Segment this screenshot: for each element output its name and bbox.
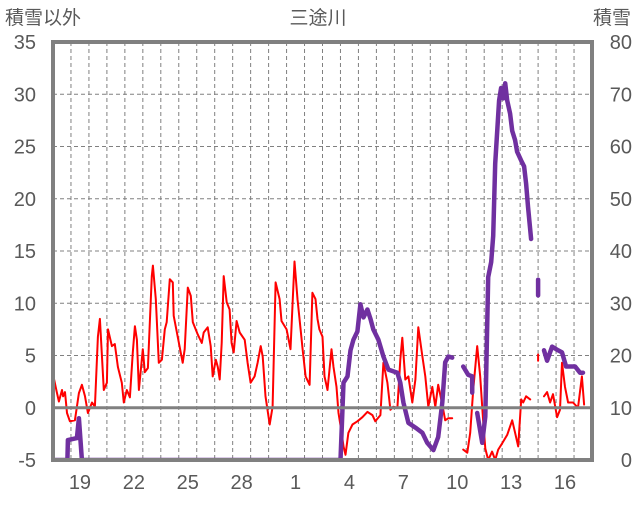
x-tick-label: 16 bbox=[554, 472, 576, 494]
x-tick-label: 4 bbox=[344, 472, 355, 494]
temperature-line-segment bbox=[462, 345, 532, 460]
right-y-tick-label: 10 bbox=[610, 398, 632, 420]
right-y-tick-label: 20 bbox=[610, 346, 632, 368]
left-y-tick-label: -5 bbox=[18, 450, 36, 472]
left-y-tick-label: 5 bbox=[25, 346, 36, 368]
chart-title: 三途川 bbox=[289, 7, 346, 29]
temperature-line-segment bbox=[53, 260, 454, 456]
right-axis-title: 積雪 bbox=[593, 7, 631, 29]
plot-frame bbox=[51, 40, 594, 462]
snow-depth-line-segment bbox=[474, 81, 534, 446]
left-y-tick-label: 30 bbox=[14, 84, 36, 106]
right-y-tick-label: 50 bbox=[610, 189, 632, 211]
x-tick-label: 22 bbox=[123, 472, 145, 494]
x-tick-label: 19 bbox=[69, 472, 91, 494]
x-tick-label: 7 bbox=[398, 472, 409, 494]
right-y-tick-label: 70 bbox=[610, 84, 632, 106]
snow-depth-line-segment bbox=[53, 302, 455, 460]
left-y-tick-label: 15 bbox=[14, 241, 36, 263]
snow-depth-line-segment bbox=[460, 364, 475, 395]
left-y-tick-label: 20 bbox=[14, 189, 36, 211]
x-tick-label: 10 bbox=[446, 472, 468, 494]
gridlines bbox=[53, 42, 592, 460]
x-tick-label: 13 bbox=[500, 472, 522, 494]
left-y-tick-label: 10 bbox=[14, 293, 36, 315]
left-y-tick-label: 0 bbox=[25, 398, 36, 420]
right-y-tick-label: 0 bbox=[621, 450, 632, 472]
x-tick-label: 25 bbox=[177, 472, 199, 494]
left-y-tick-label: 35 bbox=[14, 32, 36, 54]
right-y-tick-label: 30 bbox=[610, 293, 632, 315]
left-y-tick-label: 25 bbox=[14, 137, 36, 159]
axes bbox=[51, 40, 594, 462]
x-tick-label: 28 bbox=[231, 472, 253, 494]
right-y-tick-label: 60 bbox=[610, 137, 632, 159]
series-layer bbox=[53, 81, 586, 460]
left-axis-title: 積雪以外 bbox=[5, 7, 81, 29]
x-tick-label: 1 bbox=[290, 472, 301, 494]
right-y-tick-label: 40 bbox=[610, 241, 632, 263]
right-y-tick-label: 80 bbox=[610, 32, 632, 54]
snow-depth-line-segment bbox=[541, 344, 586, 375]
